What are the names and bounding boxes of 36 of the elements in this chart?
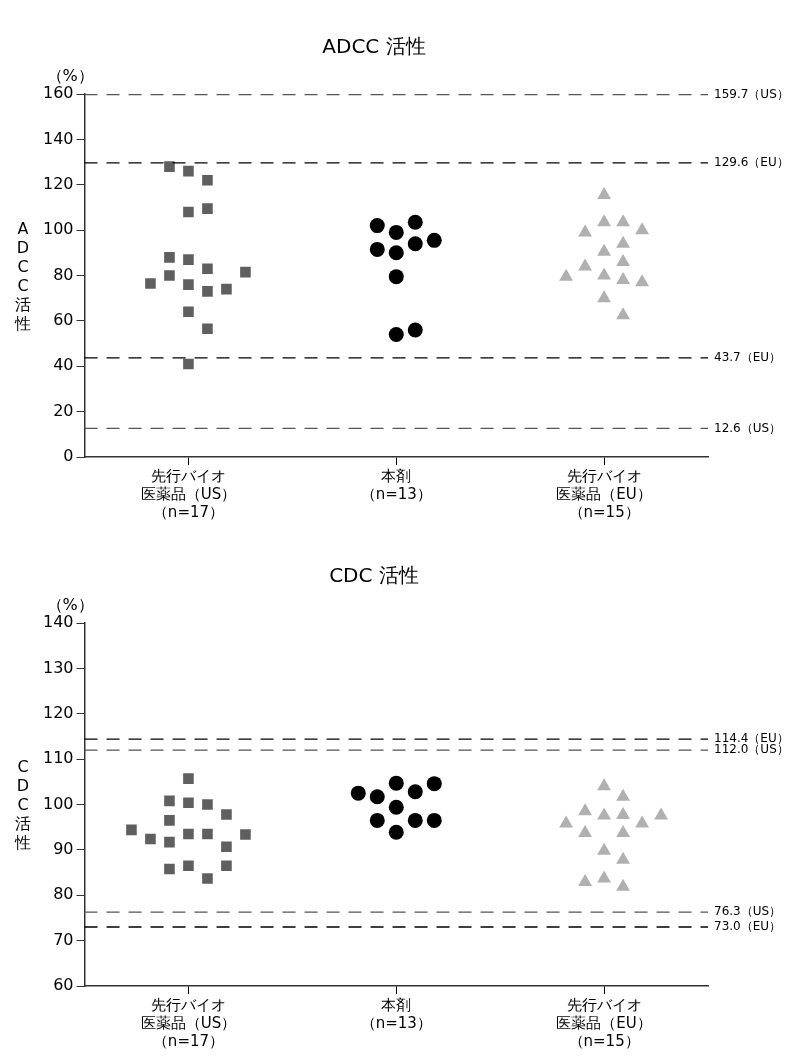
chart-title: ADCC 活性 (322, 34, 426, 59)
x-tick-label: 先行バイオ医薬品（US）（n=17） (140, 466, 237, 521)
y-tick-label: 70 (53, 929, 74, 949)
ref-line-label: 159.7（US） (714, 86, 789, 101)
y-tick-label: 100 (42, 219, 74, 239)
ref-line-label: 73.0（EU） (714, 919, 782, 934)
x-tick-label: 本剤（n=13） (360, 995, 432, 1032)
y-axis-title: CDC活性 (14, 757, 32, 852)
y-axis-title: ADCC活性 (14, 218, 32, 333)
y-tick-label: 140 (42, 128, 74, 148)
y-tick-label: 60 (53, 975, 74, 995)
y-tick-label: 60 (53, 310, 74, 330)
y-tick-label: 140 (42, 612, 74, 632)
y-tick-label: 160 (42, 83, 74, 103)
ref-line-label: 129.6（EU） (714, 155, 789, 170)
y-tick-label: 100 (42, 793, 74, 813)
y-tick-label: 40 (53, 355, 74, 375)
y-tick-label: 120 (42, 702, 74, 722)
ref-line-label: 12.6（US） (714, 420, 782, 435)
ref-line-label: 76.3（US） (714, 904, 782, 919)
y-tick-label: 130 (42, 657, 74, 677)
y-tick-label: 90 (53, 839, 74, 859)
text: （%） (46, 66, 94, 86)
y-tick-label: 0 (63, 446, 74, 466)
x-tick-label: 先行バイオ医薬品（EU）（n=15） (556, 995, 652, 1050)
x-tick-label: 先行バイオ医薬品（US）（n=17） (140, 995, 237, 1050)
x-tick-label: 本剤（n=13） (360, 466, 432, 503)
text: （%） (46, 595, 94, 615)
ref-line-label: 43.7（EU） (714, 349, 782, 364)
y-tick-label: 120 (42, 173, 74, 193)
y-tick-label: 80 (53, 884, 74, 904)
chart-title: CDC 活性 (329, 563, 419, 588)
x-tick-label: 先行バイオ医薬品（EU）（n=15） (556, 466, 652, 521)
y-tick-label: 20 (53, 400, 74, 420)
y-tick-label: 80 (53, 264, 74, 284)
y-tick-label: 110 (42, 748, 74, 768)
